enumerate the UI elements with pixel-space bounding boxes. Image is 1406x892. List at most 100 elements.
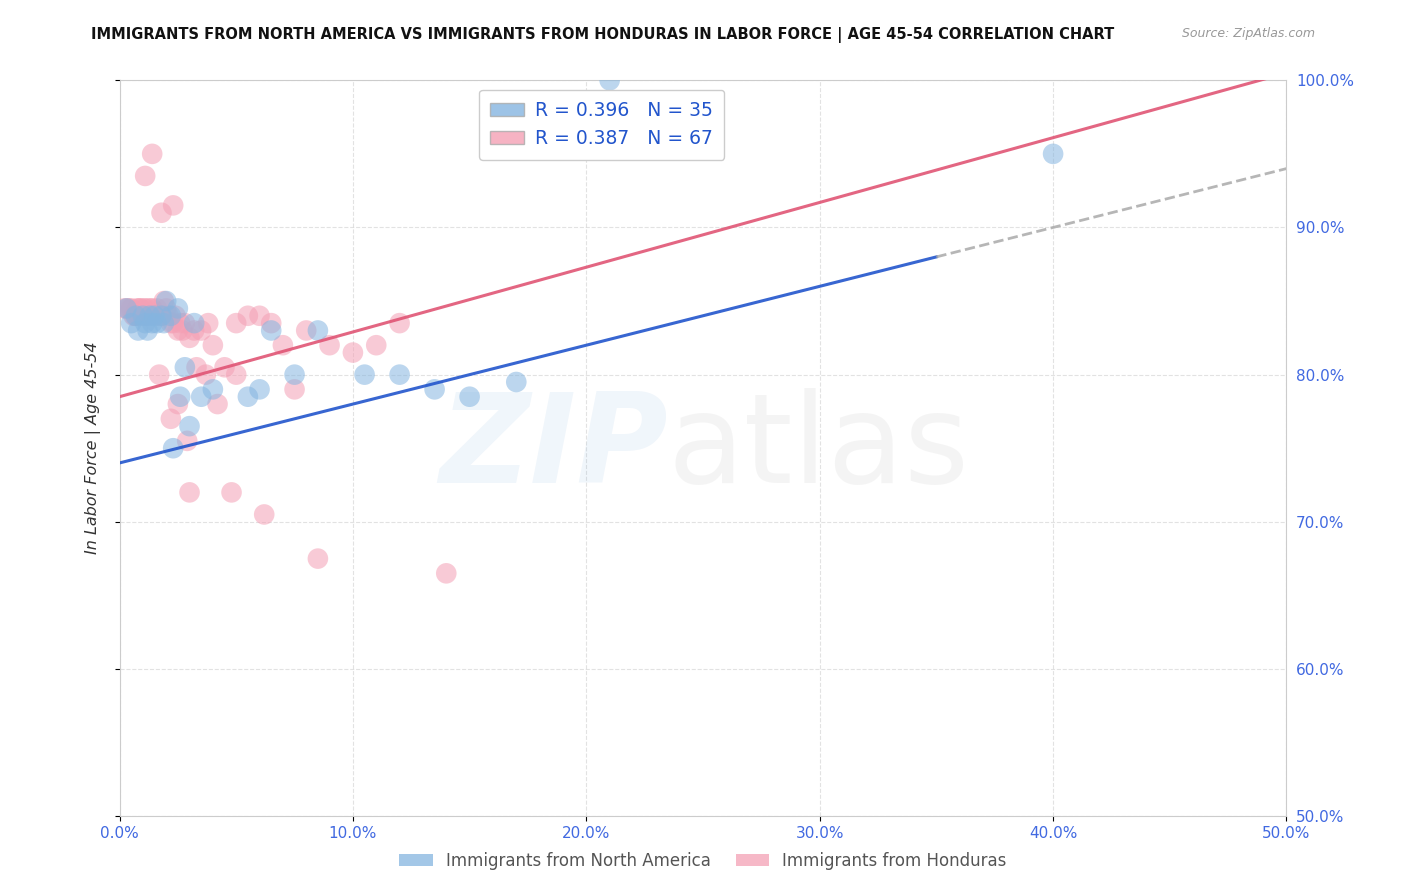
Point xyxy=(201,382,224,396)
Point xyxy=(179,485,201,500)
Legend: Immigrants from North America, Immigrants from Honduras: Immigrants from North America, Immigrant… xyxy=(392,846,1014,877)
Point xyxy=(207,397,229,411)
Text: atlas: atlas xyxy=(668,388,970,508)
Point xyxy=(134,169,156,183)
Point xyxy=(169,390,191,404)
Point xyxy=(125,309,148,323)
Point xyxy=(173,316,195,330)
Point xyxy=(225,368,247,382)
Point xyxy=(160,316,183,330)
Point xyxy=(214,360,236,375)
Point xyxy=(388,368,411,382)
Y-axis label: In Labor Force | Age 45-54: In Labor Force | Age 45-54 xyxy=(84,342,101,555)
Point xyxy=(423,382,446,396)
Point xyxy=(353,368,375,382)
Point xyxy=(160,309,183,323)
Point xyxy=(260,316,283,330)
Text: Source: ZipAtlas.com: Source: ZipAtlas.com xyxy=(1181,27,1315,40)
Point xyxy=(318,338,340,352)
Point xyxy=(155,293,177,308)
Point xyxy=(120,316,142,330)
Point xyxy=(179,331,201,345)
Point xyxy=(162,316,184,330)
Point xyxy=(122,309,145,323)
Point xyxy=(260,324,283,338)
Point xyxy=(118,301,141,316)
Point xyxy=(139,309,162,323)
Point xyxy=(141,301,163,316)
Point xyxy=(125,309,148,323)
Point xyxy=(307,324,329,338)
Point xyxy=(127,309,149,323)
Point xyxy=(201,338,224,352)
Point xyxy=(135,301,157,316)
Point xyxy=(136,324,159,338)
Point xyxy=(342,345,364,359)
Point xyxy=(115,301,138,316)
Point xyxy=(236,309,259,323)
Point xyxy=(136,309,159,323)
Point xyxy=(194,368,217,382)
Point xyxy=(129,301,152,316)
Point xyxy=(148,368,170,382)
Point xyxy=(236,390,259,404)
Point xyxy=(165,309,187,323)
Point xyxy=(150,309,173,323)
Point xyxy=(153,316,176,330)
Point xyxy=(134,309,156,323)
Point xyxy=(162,442,184,455)
Point xyxy=(112,301,135,316)
Point xyxy=(190,324,212,338)
Point xyxy=(284,382,307,396)
Point xyxy=(458,390,481,404)
Point xyxy=(146,316,169,330)
Point xyxy=(143,309,166,323)
Point xyxy=(183,324,205,338)
Point xyxy=(157,309,180,323)
Point xyxy=(307,551,329,566)
Point xyxy=(249,382,271,396)
Point xyxy=(172,324,194,338)
Point xyxy=(146,301,169,316)
Point xyxy=(169,316,191,330)
Point xyxy=(132,301,155,316)
Point xyxy=(155,301,177,316)
Point xyxy=(162,198,184,212)
Point xyxy=(599,73,621,87)
Point xyxy=(115,301,138,316)
Point xyxy=(166,397,188,411)
Point xyxy=(120,301,142,316)
Point xyxy=(141,146,163,161)
Point xyxy=(253,508,276,522)
Point xyxy=(176,434,198,448)
Point xyxy=(197,316,219,330)
Point xyxy=(128,301,150,316)
Point xyxy=(148,309,170,323)
Point xyxy=(505,375,527,389)
Point xyxy=(139,301,162,316)
Point xyxy=(295,324,318,338)
Point xyxy=(190,390,212,404)
Point xyxy=(132,309,155,323)
Point xyxy=(153,293,176,308)
Point xyxy=(221,485,243,500)
Point xyxy=(166,301,188,316)
Point xyxy=(160,412,183,426)
Point xyxy=(1042,146,1064,161)
Legend: R = 0.396   N = 35, R = 0.387   N = 67: R = 0.396 N = 35, R = 0.387 N = 67 xyxy=(479,90,724,160)
Point xyxy=(225,316,247,330)
Point xyxy=(141,316,163,330)
Point xyxy=(186,360,208,375)
Point xyxy=(183,316,205,330)
Point xyxy=(139,309,162,323)
Point xyxy=(134,316,156,330)
Point xyxy=(284,368,307,382)
Point xyxy=(249,309,271,323)
Point xyxy=(150,309,173,323)
Point xyxy=(132,309,155,323)
Point xyxy=(150,205,173,219)
Point xyxy=(434,566,457,581)
Text: IMMIGRANTS FROM NORTH AMERICA VS IMMIGRANTS FROM HONDURAS IN LABOR FORCE | AGE 4: IMMIGRANTS FROM NORTH AMERICA VS IMMIGRA… xyxy=(91,27,1115,43)
Point xyxy=(388,316,411,330)
Point xyxy=(124,309,146,323)
